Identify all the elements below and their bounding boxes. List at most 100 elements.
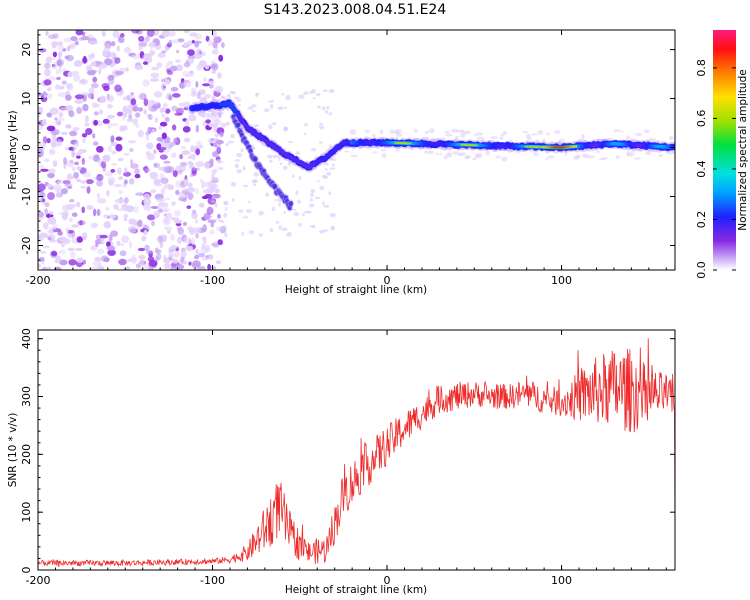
spectrogram-noise-blob xyxy=(92,141,99,146)
spectrogram-noise-blob xyxy=(129,228,137,234)
spectrogram-noise-blob xyxy=(124,167,128,173)
spectrogram-noise-blob xyxy=(201,236,207,241)
spectrogram-noise-blob xyxy=(166,70,174,76)
spectrogram-noise-blob xyxy=(322,229,329,232)
spectrogram-noise-blob xyxy=(615,155,620,160)
spectrogram-noise-blob xyxy=(198,112,203,117)
spectrogram-noise-blob xyxy=(45,31,49,36)
spectrogram-noise-blob xyxy=(207,80,215,85)
spectrogram-noise-blob xyxy=(130,159,134,165)
spectrogram-noise-blob xyxy=(66,175,74,180)
spectrogram-noise-blob xyxy=(129,147,134,153)
spectrogram-noise-blob xyxy=(168,94,173,101)
spectrogram-noise-blob xyxy=(183,42,189,48)
spectrogram-noise-blob xyxy=(93,111,99,116)
spectrogram-noise-blob xyxy=(153,30,160,36)
spectrogram-noise-blob xyxy=(546,132,550,136)
spectrogram-noise-blob xyxy=(38,257,45,262)
spectrogram-noise-blob xyxy=(558,138,565,142)
spectrogram-noise-blob xyxy=(414,128,418,133)
y-tick-label: -20 xyxy=(20,237,33,255)
spectrogram-noise-blob xyxy=(79,78,88,85)
spectrogram-noise-blob xyxy=(282,165,288,170)
spectrogram-noise-blob xyxy=(120,33,125,38)
spectrogram-noise-blob xyxy=(137,107,144,112)
spectrogram-noise-blob xyxy=(132,105,139,112)
spectrogram-noise-blob xyxy=(82,103,89,112)
spectrogram-noise-blob xyxy=(45,266,52,270)
spectrogram-noise-blob xyxy=(48,148,56,155)
spectrogram-noise-blob xyxy=(154,117,159,124)
spectrogram-noise-blob xyxy=(84,122,90,127)
spectrogram-noise-blob xyxy=(100,161,107,169)
spectrogram-noise-blob xyxy=(86,34,94,39)
spectrogram-noise-blob xyxy=(92,133,96,139)
spectrogram-noise-blob xyxy=(62,204,69,212)
spectrogram-noise-blob xyxy=(271,122,277,126)
spectrogram-noise-blob xyxy=(145,35,150,43)
spectrogram-noise-blob xyxy=(144,244,150,252)
spectrogram-noise-blob xyxy=(161,83,166,91)
spectrogram-noise-blob xyxy=(502,130,508,136)
spectrogram-noise-blob xyxy=(198,60,207,68)
spectrogram-noise-blob xyxy=(195,81,199,88)
spectrogram-noise-blob xyxy=(71,212,78,217)
spectrogram-noise-blob xyxy=(137,45,143,51)
spectrogram-noise-blob xyxy=(133,205,139,214)
spectrogram-noise-blob xyxy=(57,41,63,46)
spectrogram-noise-blob xyxy=(110,169,116,173)
spectrogram-noise-blob xyxy=(221,220,225,223)
spectrogram-noise-blob xyxy=(200,51,206,57)
spectrogram-noise-blob xyxy=(242,165,246,171)
spectrogram-noise-blob xyxy=(48,226,57,231)
spectrogram-noise-blob xyxy=(328,191,332,196)
spectrogram-noise-blob xyxy=(121,235,129,244)
spectrogram-noise-blob xyxy=(177,170,183,175)
spectrogram-noise-blob xyxy=(163,217,169,224)
spectrogram-noise-blob xyxy=(186,182,193,187)
spectrogram-noise-blob xyxy=(349,132,356,136)
spectrogram-noise-blob xyxy=(125,266,131,270)
spectrogram-noise-blob xyxy=(80,185,87,189)
spectrogram-noise-blob xyxy=(372,133,376,139)
spectrogram-noise-blob xyxy=(134,168,140,175)
spectrogram-noise-blob xyxy=(90,222,98,229)
spectrogram-noise-blob xyxy=(167,229,171,235)
spectrogram-noise-blob xyxy=(601,157,609,160)
spectrogram-noise-blob xyxy=(76,155,81,159)
spectrogram-noise-blob xyxy=(177,165,186,172)
spectrogram-noise-blob xyxy=(115,136,123,141)
spectrogram-noise-blob xyxy=(46,112,53,118)
spectrogram-noise-blob xyxy=(176,236,182,244)
colorbar-label: Normalized spectral amplitude xyxy=(737,69,749,230)
spectrogram-noise-blob xyxy=(190,87,197,94)
spectrogram-noise-blob xyxy=(211,49,219,55)
spectrogram-noise-blob xyxy=(323,175,328,179)
spectrogram-noise-blob xyxy=(69,130,78,137)
spectrogram-noise-blob xyxy=(312,224,316,229)
spectrogram-noise-blob xyxy=(85,128,93,135)
spectrogram-noise-blob xyxy=(236,98,242,102)
spectrogram-noise-blob xyxy=(114,70,124,76)
spectrogram-noise-blob xyxy=(161,50,167,54)
spectrogram-noise-blob xyxy=(89,69,98,74)
spectrogram-noise-blob xyxy=(64,183,73,188)
spectrogram-noise-blob xyxy=(131,30,140,34)
spectrogram-noise-blob xyxy=(445,153,453,158)
spectrogram-noise-blob xyxy=(278,225,282,230)
spectrogram-noise-blob xyxy=(128,240,133,249)
spectrogram-noise-blob xyxy=(86,186,91,194)
spectrogram-noise-blob xyxy=(148,266,152,270)
spectrogram-noise-blob xyxy=(73,172,79,179)
spectrogram-noise-blob xyxy=(248,200,251,204)
spectrogram-noise-blob xyxy=(168,39,173,45)
spectrogram-noise-blob xyxy=(63,37,72,43)
spectrogram-noise-blob xyxy=(207,181,214,188)
spectrogram-noise-blob xyxy=(315,93,321,97)
spectrogram-noise-blob xyxy=(65,227,69,233)
spectrogram-noise-blob xyxy=(224,207,228,211)
spectrogram-noise-blob xyxy=(107,94,114,103)
spectrogram-noise-blob xyxy=(123,218,127,221)
spectrogram-noise-blob xyxy=(204,161,211,169)
spectrogram-noise-blob xyxy=(103,44,112,49)
